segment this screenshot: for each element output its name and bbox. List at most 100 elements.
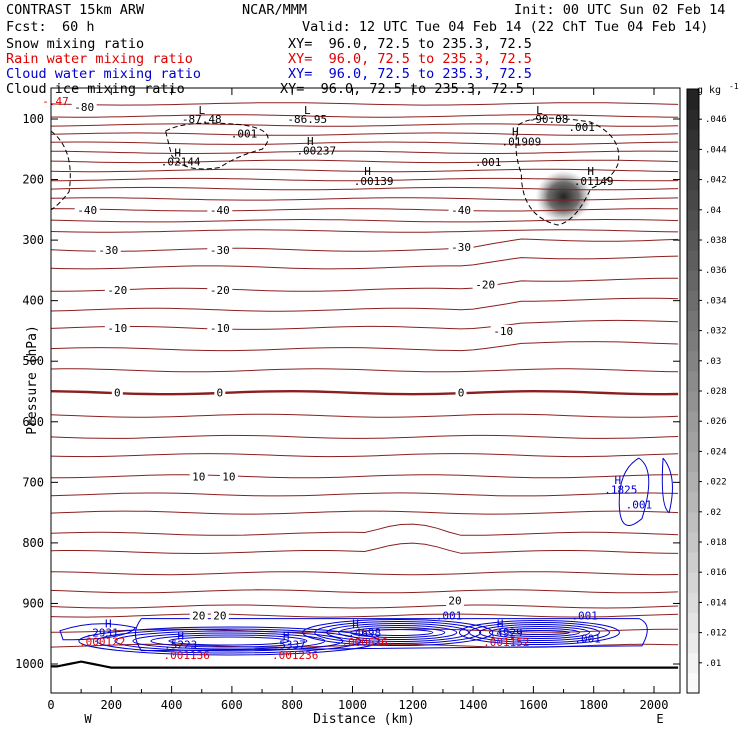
isotherm-label: -80 bbox=[74, 101, 94, 114]
isotherm-line bbox=[51, 177, 679, 182]
colorbar-tick-label: .028 bbox=[705, 387, 727, 397]
isotherm-label: -10 bbox=[210, 322, 230, 335]
isotherm-label-bg bbox=[219, 470, 238, 483]
isotherm-label-bg bbox=[104, 283, 130, 296]
isotherm-label: -10 bbox=[493, 325, 513, 338]
y-tick-label: 700 bbox=[22, 475, 44, 489]
isotherm-label-bg bbox=[189, 609, 208, 622]
cloud-water-contour bbox=[114, 630, 344, 652]
isotherm-line bbox=[51, 628, 679, 633]
extrema-label: .001 bbox=[626, 499, 653, 512]
colorbar-tick-label: .018 bbox=[705, 538, 727, 548]
isotherm-label: -30 bbox=[451, 241, 471, 254]
colorbar-cell bbox=[687, 270, 699, 291]
field-snow-name: Snow mixing ratio bbox=[6, 36, 145, 52]
isotherm-line bbox=[50, 368, 679, 373]
isotherm-line bbox=[50, 132, 679, 136]
colorbar-tick-label: .044 bbox=[705, 145, 727, 155]
isotherm-label-bg bbox=[455, 386, 467, 399]
isotherm-line bbox=[50, 319, 679, 330]
y-tick-label: 600 bbox=[22, 415, 44, 429]
isotherm-line bbox=[50, 123, 679, 127]
y-tick-label: 300 bbox=[22, 233, 44, 247]
colorbar-tick-label: .024 bbox=[705, 447, 727, 457]
isotherm-line bbox=[50, 613, 679, 618]
isotherm-label-bg bbox=[207, 203, 233, 216]
colorbar-tick-label: .014 bbox=[705, 598, 727, 608]
isotherm-label-bg bbox=[74, 203, 100, 216]
isotherm-label: -40 bbox=[451, 204, 471, 217]
cloud-water-contour bbox=[661, 457, 673, 514]
terrain-line bbox=[51, 660, 679, 669]
org-label: NCAR/MMM bbox=[242, 2, 308, 18]
colorbar-cell bbox=[687, 310, 699, 332]
isotherm-label: 0 bbox=[217, 387, 224, 400]
init-time: Init: 00 UTC Sun 02 Feb 14 bbox=[514, 2, 726, 18]
model-title: CONTRAST 15km ARW bbox=[6, 2, 145, 18]
extrema-label: L bbox=[536, 104, 543, 117]
isotherm-line bbox=[50, 141, 679, 145]
extrema-label: .01149 bbox=[574, 175, 614, 188]
field-snow-xy: XY= 96.0, 72.5 to 235.3, 72.5 bbox=[288, 36, 532, 52]
cloud-water-contour bbox=[302, 619, 494, 647]
x-tick-label: 1400 bbox=[459, 698, 488, 712]
cloud-water-contour bbox=[96, 628, 362, 654]
cloud-water-contour bbox=[478, 624, 600, 642]
colorbar-tick-label: .016 bbox=[705, 568, 727, 578]
plot-frame bbox=[50, 87, 681, 694]
colorbar-tick-label: .042 bbox=[705, 176, 727, 186]
colorbar-cell bbox=[687, 89, 699, 110]
isotherm-label: 20 bbox=[213, 610, 226, 623]
cloud-water-contour bbox=[59, 623, 137, 641]
x-axis-label: Distance (km) bbox=[313, 712, 415, 727]
colorbar-tick-label: .01 bbox=[705, 659, 721, 669]
isotherm-line bbox=[50, 102, 679, 106]
isotherm-line bbox=[50, 150, 679, 154]
cloud-water-contour bbox=[326, 623, 470, 643]
isotherm-line bbox=[50, 434, 679, 439]
colorbar-tick-label: .02 bbox=[705, 508, 721, 518]
extrema-label: .5223 bbox=[164, 639, 197, 652]
colorbar-cell bbox=[687, 491, 699, 513]
colorbar-cell bbox=[687, 431, 699, 452]
valid-time: Valid: 12 UTC Tue 04 Feb 14 (22 ChT Tue … bbox=[302, 19, 709, 35]
extrema-label: H bbox=[352, 617, 359, 630]
colorbar-tick-label: .03 bbox=[705, 357, 721, 367]
x-tick-label: 200 bbox=[100, 698, 122, 712]
y-tick-label: 200 bbox=[22, 173, 44, 187]
colorbar-cell bbox=[687, 169, 699, 191]
isotherm-line bbox=[50, 571, 679, 576]
extrema-label: .001 bbox=[574, 633, 601, 646]
isotherm-label-bg bbox=[95, 243, 121, 256]
isotherm-label-bg bbox=[111, 386, 123, 399]
colorbar-cell bbox=[687, 672, 699, 694]
cloud-water-contour bbox=[362, 629, 434, 637]
isotherm-label: -20 bbox=[210, 284, 230, 297]
cloud-water-contour bbox=[150, 634, 308, 648]
isotherm-line bbox=[50, 453, 679, 458]
colorbar-tick-label: .032 bbox=[705, 327, 727, 337]
isotherm-label: 20 bbox=[448, 594, 461, 607]
extrema-label: .001 bbox=[568, 121, 595, 134]
extrema-label: H bbox=[364, 165, 371, 178]
isotherm-label-bg bbox=[472, 278, 498, 291]
colorbar-tick-label: .036 bbox=[705, 266, 727, 276]
extrema-label: .001 bbox=[436, 610, 463, 623]
extrema-label: .000636 bbox=[341, 636, 387, 649]
isotherm-line bbox=[50, 604, 679, 609]
isotherm-label-bg bbox=[71, 100, 97, 113]
isotherm-label-bg bbox=[207, 321, 233, 334]
colorbar-cell bbox=[687, 592, 699, 613]
colorbar-cell bbox=[687, 451, 699, 473]
isotherm-label-bg bbox=[448, 203, 474, 216]
extrema-label: .2931 bbox=[86, 627, 119, 640]
cloud-ice-contour bbox=[515, 117, 620, 226]
cloud-water-contour bbox=[468, 622, 610, 644]
isotherm-label: 0 bbox=[114, 387, 121, 400]
extrema-label: H bbox=[283, 630, 290, 643]
isotherm-line bbox=[50, 542, 679, 555]
y-tick-label: 100 bbox=[22, 112, 44, 126]
extrema-label: H bbox=[497, 617, 504, 630]
cloud-water-contour bbox=[508, 630, 570, 636]
